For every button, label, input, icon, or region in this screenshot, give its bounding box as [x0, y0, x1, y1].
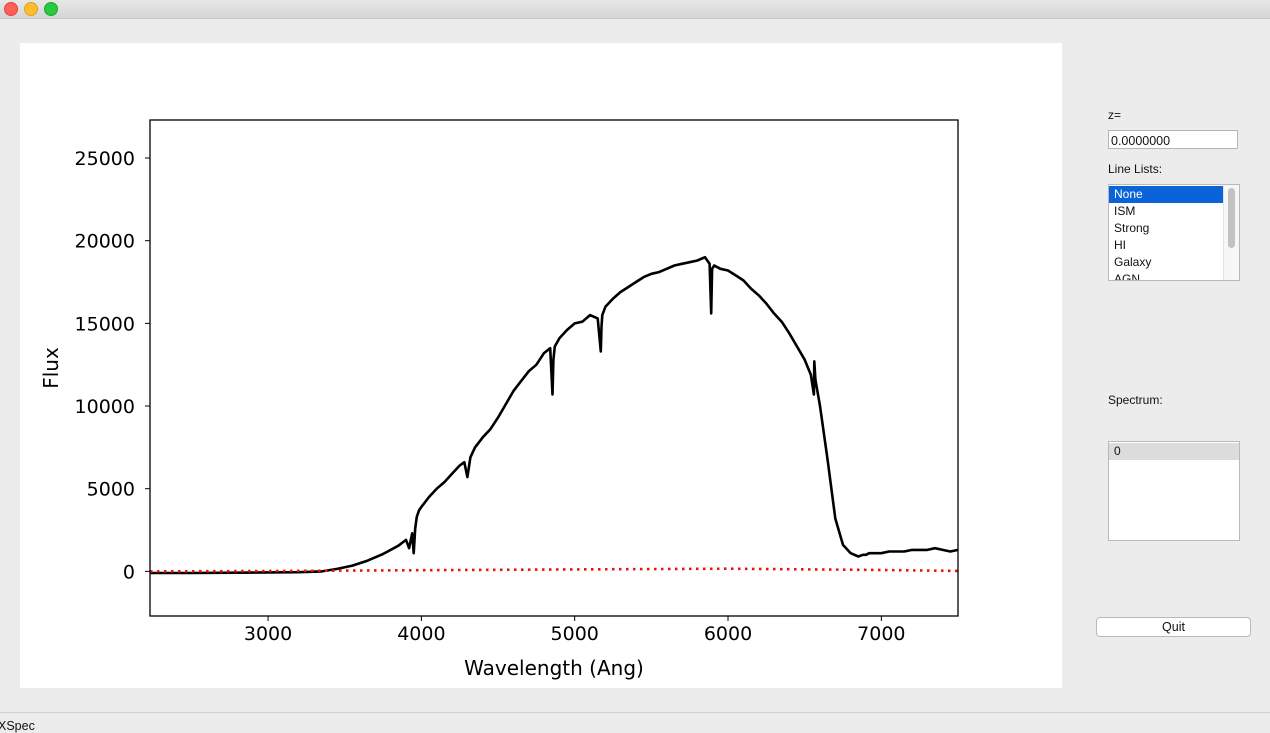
continuum-line — [149, 567, 959, 573]
x-axis-label: Wavelength (Ang) — [464, 656, 644, 680]
spectrum-label: Spectrum: — [1108, 393, 1163, 407]
zoom-window-button[interactable] — [44, 2, 58, 16]
minimize-window-button[interactable] — [24, 2, 38, 16]
redshift-label: z= — [1108, 108, 1122, 122]
app-name-label: XSpec — [0, 719, 35, 733]
y-tick-label: 5000 — [87, 479, 135, 501]
line-list-item-ism[interactable]: ISM — [1114, 204, 1136, 218]
spectrum-item-0[interactable]: 0 — [1109, 443, 1239, 460]
line-list-item-galaxy[interactable]: Galaxy — [1114, 255, 1152, 269]
x-tick-label: 3000 — [244, 623, 292, 645]
y-tick-label: 10000 — [75, 396, 135, 418]
close-window-button[interactable] — [4, 2, 18, 16]
scrollbar-thumb[interactable] — [1228, 188, 1235, 248]
spectrum-plot-canvas[interactable]: 3000 4000 5000 6000 7000 0 5000 10000 15000 20000… — [20, 43, 1062, 688]
x-tick-label: 4000 — [397, 623, 445, 645]
x-tick-label: 5000 — [551, 623, 599, 645]
y-tick-label: 15000 — [75, 313, 135, 335]
y-tick-label: 25000 — [75, 148, 135, 170]
redshift-input[interactable]: 0.0000000 — [1108, 130, 1238, 149]
title-bar — [0, 0, 1270, 19]
plot-frame — [149, 119, 959, 617]
line-list-item-strong[interactable]: Strong — [1114, 221, 1150, 235]
x-tick-label: 7000 — [857, 623, 905, 645]
spectrum-line — [150, 255, 959, 575]
line-list-item-agn[interactable]: AGN — [1114, 272, 1141, 281]
y-tick-label: 20000 — [75, 231, 135, 253]
line-lists-label: Line Lists: — [1108, 162, 1163, 176]
y-tick-label: 0 — [123, 561, 135, 583]
line-list-item-hi[interactable]: HI — [1114, 238, 1126, 252]
spectrum-plot: 3000 4000 5000 6000 7000 0 5000 10000 15000 20000… — [39, 119, 959, 680]
quit-button[interactable]: Quit — [1096, 617, 1251, 637]
line-lists-scrollbar[interactable] — [1223, 185, 1239, 280]
x-tick-label: 6000 — [704, 623, 752, 645]
spectrum-listbox[interactable]: 0 — [1108, 441, 1240, 541]
status-bar: XSpec — [0, 712, 1270, 733]
line-list-item-none[interactable]: None — [1109, 186, 1224, 203]
line-lists-listbox[interactable]: None ISM Strong HI Galaxy AGN — [1108, 184, 1240, 281]
y-axis-label: Flux — [39, 347, 63, 389]
